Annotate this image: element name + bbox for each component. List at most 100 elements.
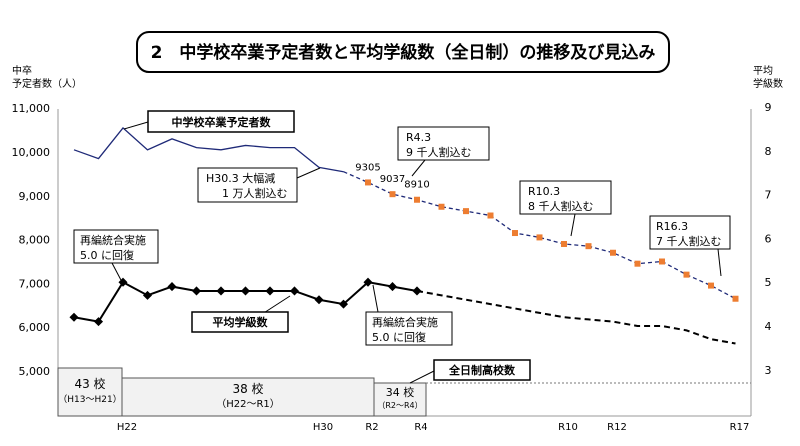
x-tick-label: R10 [558, 422, 578, 433]
x-tick-label: R17 [730, 422, 750, 433]
left-tick-label: 9,000 [19, 190, 51, 203]
enrollment-actual-line [73, 126, 344, 173]
left-axis-ticks: 5,000 6,000 7,000 8,000 9,000 10,000 11,000 [12, 102, 51, 378]
x-tick-label: H22 [117, 422, 137, 433]
enrollment-point [414, 196, 420, 203]
school-count-box-3 [373, 382, 427, 417]
enrollment-label-box [147, 110, 295, 133]
classes-point [265, 286, 275, 296]
school-count-box-2 [121, 377, 375, 417]
right-tick-label: 8 [765, 145, 772, 158]
schools-label: 全日制高校数 [448, 363, 516, 377]
classes-point [118, 277, 128, 287]
enrollment-label-leader [123, 121, 149, 130]
r16-callout-line1: R16.3 [656, 220, 688, 233]
r10-callout-line1: R10.3 [528, 185, 560, 198]
classes-point [69, 312, 79, 322]
left-tick-label: 10,000 [12, 146, 51, 159]
enrollment-point [732, 295, 739, 302]
school-count-1: 43 校 [74, 376, 105, 391]
reorg-before-leader [111, 262, 123, 283]
enrollment-point [365, 179, 371, 186]
classes-label-box [191, 311, 289, 333]
enrollment-projection-line [343, 171, 736, 300]
classes-point [289, 286, 300, 296]
right-axis-label-line2: 学級数 [753, 77, 783, 90]
reorg-before-box [73, 229, 159, 264]
r4-callout-line1: R4.3 [406, 131, 431, 144]
enrollment-data-label: 8910 [404, 180, 429, 191]
right-axis-label-line1: 平均 [753, 65, 773, 77]
enrollment-point [683, 271, 690, 278]
reorg-after-leader [372, 284, 379, 313]
classes-point [314, 295, 324, 305]
right-axis-ticks: 3 4 5 6 7 8 9 [765, 101, 772, 377]
reorg-after-line1: 再編統合実施 [372, 315, 438, 329]
title-box [136, 31, 670, 73]
classes-label: 平均学級数 [213, 315, 269, 329]
school-period-2: （H22～R1） [216, 398, 280, 410]
school-count-2: 38 校 [232, 381, 263, 396]
school-count-band: 43 校 （H13～H21） 38 校 （H22～R1） 34 校 （R2～R4… [57, 367, 751, 417]
enrollment-point [389, 191, 396, 198]
classes-point [412, 286, 422, 296]
classes-point [167, 282, 177, 292]
enrollment-point [585, 243, 592, 250]
right-tick-label: 6 [765, 232, 772, 245]
enrollment-point [512, 230, 518, 237]
h30-callout-box [197, 167, 298, 203]
x-tick-label: R12 [607, 422, 627, 433]
classes-point [142, 290, 153, 300]
right-tick-label: 7 [765, 189, 772, 202]
left-tick-label: 11,000 [12, 102, 51, 115]
h30-callout-leader [296, 167, 321, 179]
r10-callout-line2: 8 千人割込む [528, 199, 594, 213]
left-tick-label: 7,000 [19, 277, 51, 290]
enrollment-point [634, 260, 641, 267]
enrollment-point [561, 240, 567, 247]
enrollment-point [659, 258, 665, 265]
enrollment-data-label: 9305 [355, 162, 380, 173]
enrollment-point [487, 212, 494, 219]
left-axis-label-line1: 中卒 [12, 64, 32, 77]
school-period-1: （H13～H21） [58, 394, 121, 405]
right-tick-label: 5 [765, 276, 772, 289]
enrollment-label: 中学校卒業予定者数 [172, 115, 272, 129]
left-tick-label: 6,000 [19, 321, 51, 334]
school-period-3: （R2～R4） [377, 401, 422, 410]
x-tick-label: R4 [414, 422, 427, 433]
annotations: 中学校卒業予定者数 平均学級数 全日制高校数 H30.3 大幅減 1 万人割込む… [73, 110, 731, 384]
reorg-after-line2: 5.0 に回復 [372, 331, 426, 344]
left-axis-label-line2: 予定者数（人） [12, 77, 82, 90]
h30-callout-line2: 1 万人割込む [222, 186, 288, 200]
r10-callout-box [519, 180, 612, 215]
chart-title: 2 中学校卒業予定者数と平均学級数（全日制）の推移及び見込み [151, 42, 656, 63]
reorg-before-line2: 5.0 に回復 [80, 249, 134, 262]
classes-projection-line [416, 289, 736, 345]
left-tick-label: 8,000 [19, 234, 51, 247]
r16-callout-box [649, 215, 731, 250]
classes-point [191, 286, 202, 296]
x-tick-label: H30 [313, 422, 333, 433]
enrollment-point [708, 282, 714, 289]
enrollment-point [536, 234, 543, 241]
school-count-box-1 [57, 367, 123, 417]
schools-label-leader [409, 370, 435, 384]
classes-point [240, 286, 251, 296]
enrollment-point [610, 249, 616, 256]
school-count-3: 34 校 [386, 385, 415, 399]
enrollment-point [438, 203, 445, 210]
left-tick-label: 5,000 [19, 365, 51, 378]
x-axis-labels: H22 H30 R2 R4 R10 R12 R17 [117, 422, 749, 433]
r16-callout-line2: 7 千人割込む [656, 234, 722, 248]
r4-callout-line2: 9 千人割込む [406, 145, 472, 159]
reorg-before-line1: 再編統合実施 [80, 233, 146, 247]
enrollment-data-label: 9037 [380, 174, 405, 185]
r16-callout-leader [717, 248, 722, 277]
enrollment-point [463, 208, 469, 215]
h30-callout-line1: H30.3 大幅減 [206, 171, 275, 185]
r4-callout-box [397, 126, 490, 161]
right-tick-label: 4 [765, 320, 772, 333]
